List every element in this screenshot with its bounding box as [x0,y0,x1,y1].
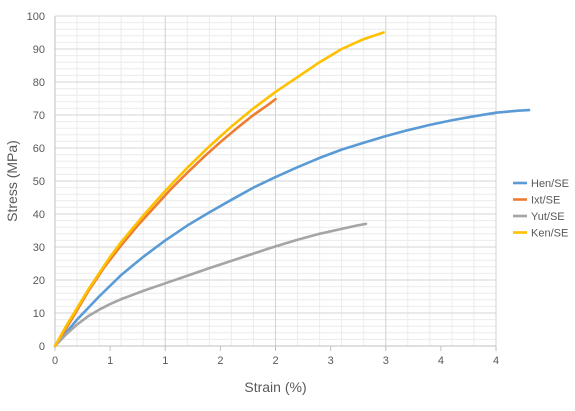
y-axis-title: Stress (MPa) [4,140,20,222]
series-line-ken-se [53,31,385,348]
x-tick-label: 3 [383,355,389,367]
x-tick-label: 4 [438,355,444,367]
y-tick-label: 40 [33,209,45,221]
series-line-yut-se [53,222,368,348]
axes [54,16,497,351]
y-tick-label: 10 [33,308,45,320]
y-tick-label: 60 [33,143,45,155]
legend-label-yut-se: Yut/SE [531,211,565,223]
y-tick-label: 90 [33,44,45,56]
y-tick-label: 30 [33,242,45,254]
legend-label-hen-se: Hen/SE [531,178,569,190]
x-tick-label: 0 [52,355,58,367]
y-tick-label: 80 [33,77,45,89]
x-tick-label: 3 [328,355,334,367]
x-axis-title: Strain (%) [244,379,306,395]
x-tick-label: 1 [162,355,168,367]
series-line-hen-se [53,108,531,348]
legend-label-ken-se: Ken/SE [531,228,568,240]
tick-labels: 0 10 20 30 40 50 60 70 80 90 100 0 1 1 2 2 3 3 4 4 [27,11,499,367]
x-tick-label: 2 [272,355,278,367]
y-tick-label: 20 [33,275,45,287]
y-tick-label: 0 [39,341,45,353]
y-tick-label: 50 [33,176,45,188]
legend-label-ixt-se: Ixt/SE [531,195,560,207]
x-tick-label: 4 [493,355,499,367]
x-tick-label: 2 [217,355,223,367]
legend: Hen/SE Ixt/SE Yut/SE Ken/SE [513,178,569,240]
grid [54,15,497,347]
y-tick-label: 70 [33,110,45,122]
y-tick-label: 100 [27,11,45,23]
x-tick-label: 1 [107,355,113,367]
series-lines [53,31,531,348]
